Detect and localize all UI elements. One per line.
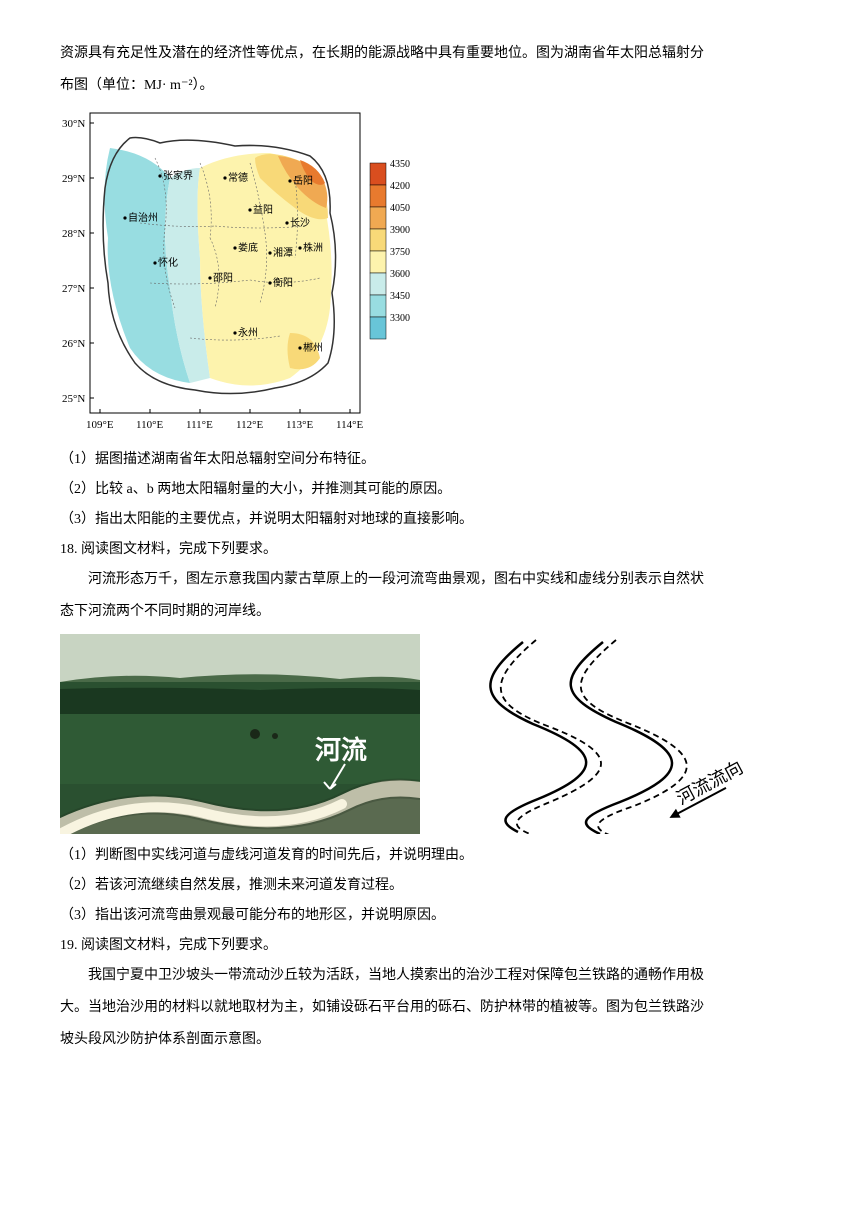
- intro-line-2: 布图（单位：MJ· m⁻²）。: [60, 72, 800, 100]
- legend-value: 3900: [390, 225, 410, 236]
- legend-swatch: [370, 317, 386, 339]
- hunan-radiation-map: 张家界 常德 岳阳自治州 益阳长沙怀化 娄底 湘潭株洲邵阳 衡阳永州郴州 30°N 29°N 2…: [60, 108, 420, 438]
- city-label: 株洲: [303, 241, 323, 254]
- legend-value: 3450: [390, 291, 410, 302]
- q17-sub1: （1）据图描述湖南省年太阳总辐射空间分布特征。: [60, 446, 800, 474]
- q17-sub2: （2）比较 a、b 两地太阳辐射量的大小，并推测其可能的原因。: [60, 476, 800, 504]
- city-dot: [233, 246, 236, 249]
- city-label: 怀化: [158, 256, 178, 269]
- q18-context-1: 河流形态万千，图左示意我国内蒙古草原上的一段河流弯曲景观，图右中实线和虚线分别表…: [60, 566, 800, 594]
- city-dot: [123, 216, 126, 219]
- q19-context-1: 我国宁夏中卫沙坡头一带流动沙丘较为活跃，当地人摸索出的治沙工程对保障包兰铁路的通…: [60, 962, 800, 990]
- q17-sub3: （3）指出太阳能的主要优点，并说明太阳辐射对地球的直接影响。: [60, 506, 800, 534]
- q19-context-2: 大。当地治沙用的材料以就地取材为主，如铺设砾石平台用的砾石、防护林带的植被等。图…: [60, 994, 800, 1022]
- lon-label: 109°E: [86, 419, 114, 431]
- city-dot: [153, 261, 156, 264]
- legend-value: 3300: [390, 313, 410, 324]
- legend-swatch: [370, 185, 386, 207]
- lat-label: 28°N: [62, 228, 85, 240]
- lon-label: 111°E: [186, 419, 213, 431]
- legend-swatch: [370, 229, 386, 251]
- city-label: 益阳: [253, 203, 273, 216]
- grassland-river-photo: 河流: [60, 634, 420, 834]
- lat-label: 29°N: [62, 173, 85, 185]
- city-dot: [285, 221, 288, 224]
- lon-label: 113°E: [286, 419, 313, 431]
- city-label: 邵阳: [213, 272, 233, 284]
- legend-value: 4200: [390, 181, 410, 192]
- legend-value: 3750: [390, 247, 410, 258]
- legend-value: 4350: [390, 159, 410, 170]
- city-dot: [223, 176, 226, 179]
- q18-sub1: （1）判断图中实线河道与虚线河道发育的时间先后，并说明理由。: [60, 842, 800, 870]
- river-channel-diagram: 河流流向: [428, 634, 768, 834]
- lon-label: 114°E: [336, 419, 363, 431]
- q18-header: 18. 阅读图文材料，完成下列要求。: [60, 536, 800, 564]
- city-label: 郴州: [303, 341, 323, 354]
- lat-label: 30°N: [62, 118, 85, 130]
- legend-value: 3600: [390, 269, 410, 280]
- city-dot: [158, 174, 161, 177]
- q19-header: 19. 阅读图文材料，完成下列要求。: [60, 932, 800, 960]
- legend-swatch: [370, 273, 386, 295]
- legend-value: 4050: [390, 203, 410, 214]
- hunan-map-container: 张家界 常德 岳阳自治州 益阳长沙怀化 娄底 湘潭株洲邵阳 衡阳永州郴州 30°N 29°N 2…: [60, 108, 800, 438]
- lat-label: 27°N: [62, 283, 85, 295]
- lon-label: 110°E: [136, 419, 163, 431]
- q19-context-3: 坡头段风沙防护体系剖面示意图。: [60, 1026, 800, 1054]
- city-label: 张家界: [163, 169, 193, 182]
- city-label: 永州: [238, 326, 258, 339]
- legend-swatch: [370, 163, 386, 185]
- lat-label: 25°N: [62, 393, 85, 405]
- legend-swatch: [370, 207, 386, 229]
- city-label: 岳阳: [293, 175, 313, 187]
- intro-line-1: 资源具有充足性及潜在的经济性等优点，在长期的能源战略中具有重要地位。图为湖南省年…: [60, 40, 800, 68]
- city-label: 湘潭: [273, 246, 293, 259]
- city-dot: [233, 331, 236, 334]
- city-dot: [268, 281, 271, 284]
- photo-river-label: 河流: [315, 736, 367, 765]
- city-dot: [208, 276, 211, 279]
- lat-label: 26°N: [62, 338, 85, 350]
- city-label: 长沙: [290, 217, 310, 229]
- city-label: 衡阳: [273, 277, 293, 289]
- city-dot: [298, 246, 301, 249]
- city-label: 常德: [228, 171, 248, 184]
- q18-sub3: （3）指出该河流弯曲景观最可能分布的地形区，并说明原因。: [60, 902, 800, 930]
- city-label: 自治州: [128, 211, 158, 224]
- q18-context-2: 态下河流两个不同时期的河岸线。: [60, 598, 800, 626]
- legend-swatch: [370, 295, 386, 317]
- city-dot: [268, 251, 271, 254]
- city-dot: [248, 208, 251, 211]
- lon-label: 112°E: [236, 419, 263, 431]
- city-dot: [298, 346, 301, 349]
- q18-figures: 河流 河流流向: [60, 634, 800, 834]
- legend-swatch: [370, 251, 386, 273]
- q18-sub2: （2）若该河流继续自然发展，推测未来河道发育过程。: [60, 872, 800, 900]
- city-dot: [288, 179, 291, 182]
- city-label: 娄底: [238, 241, 258, 254]
